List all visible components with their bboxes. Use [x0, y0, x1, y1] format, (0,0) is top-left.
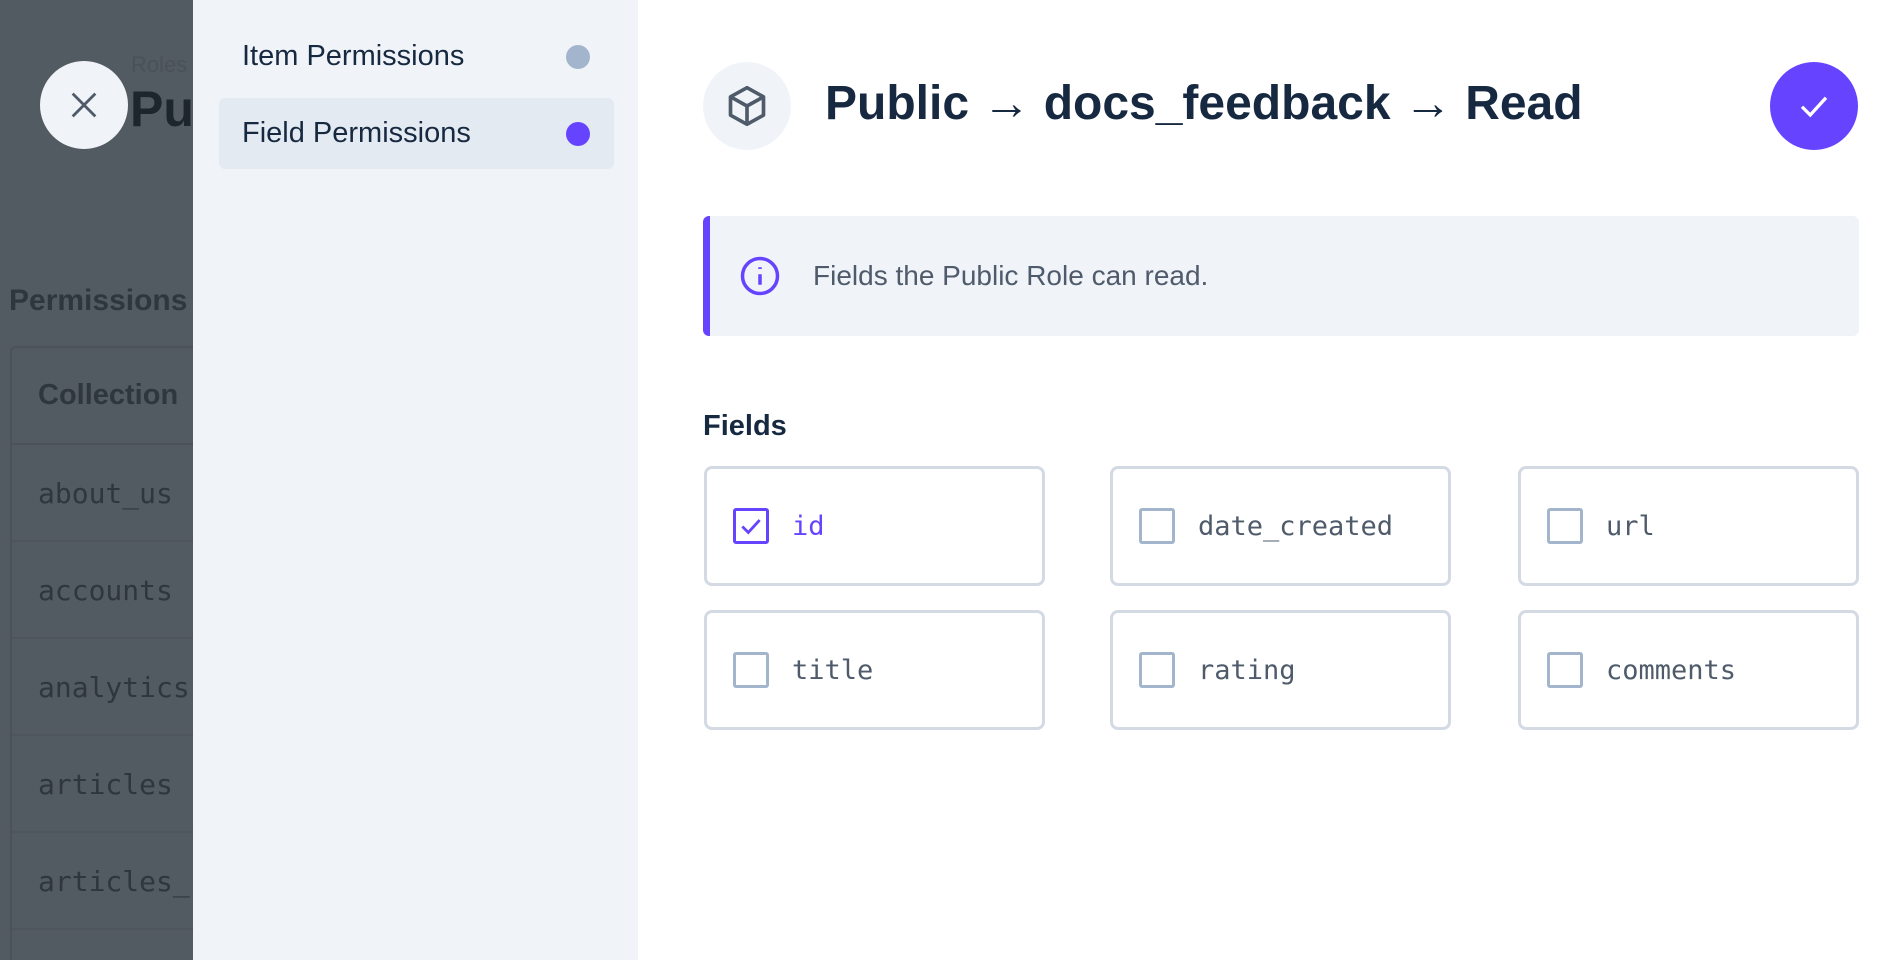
sidebar-nav: Item Permissions Field Permissions — [193, 0, 638, 960]
table-row: articles_ — [12, 833, 193, 930]
status-dot — [566, 44, 590, 69]
nav-item-label: Item Permissions — [242, 40, 465, 72]
field-checkbox-rating[interactable]: rating — [1110, 610, 1451, 730]
status-dot — [566, 121, 590, 146]
background-page-overlay[interactable]: Roles Pu Permissions Collection about_us… — [0, 0, 193, 960]
checkbox[interactable] — [733, 508, 769, 544]
info-notice: Fields the Public Role can read. — [703, 216, 1859, 336]
nav-item-label: Field Permissions — [242, 117, 471, 149]
field-checkbox-date-created[interactable]: date_created — [1110, 466, 1451, 586]
info-icon — [740, 256, 780, 296]
page-title: Public → docs_feedback → Read — [825, 77, 1583, 130]
check-icon — [1800, 96, 1828, 118]
field-name: comments — [1606, 654, 1737, 686]
close-button[interactable] — [40, 61, 128, 149]
permissions-table: Collection about_us accounts analytics a… — [10, 346, 193, 960]
box-icon — [728, 85, 766, 127]
checkbox[interactable] — [1547, 652, 1583, 688]
nav-item-field-permissions[interactable]: Field Permissions — [219, 98, 614, 169]
checkbox[interactable] — [1139, 508, 1175, 544]
field-name: id — [792, 510, 825, 542]
field-name: rating — [1198, 654, 1296, 686]
nav-item-item-permissions[interactable]: Item Permissions — [219, 21, 614, 92]
table-row: articles — [12, 736, 193, 833]
checkbox[interactable] — [1139, 652, 1175, 688]
breadcrumb: Roles — [131, 52, 188, 77]
fields-label: Fields — [703, 410, 787, 442]
checkbox[interactable] — [733, 652, 769, 688]
section-title: Permissions — [9, 284, 188, 317]
save-button[interactable] — [1770, 62, 1858, 150]
main-panel: Public → docs_feedback → Read Fields the… — [638, 0, 1898, 960]
table-row: analytics — [12, 639, 193, 736]
field-checkbox-id[interactable]: id — [704, 466, 1045, 586]
field-name: title — [792, 654, 874, 686]
header-icon — [703, 62, 791, 150]
notice-text: Fields the Public Role can read. — [813, 260, 1209, 291]
field-checkbox-url[interactable]: url — [1518, 466, 1859, 586]
table-header: Collection — [12, 348, 193, 445]
page-title: Pu — [130, 81, 193, 137]
close-icon — [71, 92, 97, 118]
field-checkbox-comments[interactable]: comments — [1518, 610, 1859, 730]
field-name: url — [1606, 510, 1655, 542]
table-row: accounts — [12, 542, 193, 639]
field-checkbox-title[interactable]: title — [704, 610, 1045, 730]
table-row: about_us — [12, 445, 193, 542]
field-name: date_created — [1198, 510, 1394, 542]
checkbox[interactable] — [1547, 508, 1583, 544]
check-icon — [741, 519, 761, 535]
